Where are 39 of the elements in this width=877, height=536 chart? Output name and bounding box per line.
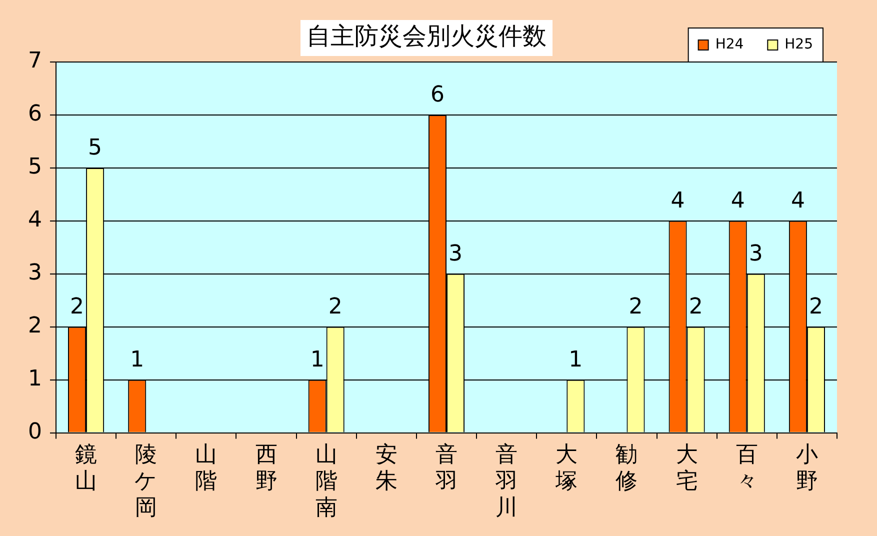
x-tick-label: 大宅 xyxy=(676,442,698,494)
y-tick-label: 7 xyxy=(28,48,42,74)
x-tick-label: 音羽川 xyxy=(494,442,518,521)
data-label: 4 xyxy=(790,188,805,214)
data-label: 4 xyxy=(730,188,745,214)
data-label: 4 xyxy=(670,188,685,214)
y-tick-label: 3 xyxy=(28,260,42,286)
x-tick-label: 鏡山 xyxy=(75,442,98,494)
x-tick-label: 山階南 xyxy=(315,442,338,521)
data-label: 5 xyxy=(88,136,102,161)
data-label: 6 xyxy=(430,82,444,108)
data-label: 2 xyxy=(808,294,823,320)
x-tick-label: 陵ケ岡 xyxy=(134,442,158,521)
y-tick-label: 4 xyxy=(28,208,42,233)
x-tick-label: 勧修 xyxy=(616,442,638,494)
y-tick-label: 2 xyxy=(28,314,42,339)
data-label: 2 xyxy=(328,294,342,320)
y-tick-label: 6 xyxy=(28,102,42,127)
x-tick-label: 小野 xyxy=(796,442,818,494)
data-label: 2 xyxy=(628,294,643,320)
y-tick-label: 5 xyxy=(28,154,42,180)
legend-label: H25 xyxy=(784,36,813,53)
x-tick-label: 安朱 xyxy=(375,442,398,494)
y-tick-label: 0 xyxy=(28,420,42,445)
data-label: 2 xyxy=(70,294,84,320)
x-tick-label: 音羽 xyxy=(434,442,458,494)
data-label: 1 xyxy=(310,348,324,373)
x-tick-label: 山階 xyxy=(195,442,218,494)
data-label: 1 xyxy=(568,348,583,373)
y-tick-label: 1 xyxy=(28,366,42,392)
data-label: 2 xyxy=(688,294,703,320)
x-tick-label: 百々 xyxy=(736,442,758,494)
legend-label: H24 xyxy=(715,36,744,53)
data-label: 3 xyxy=(748,242,763,267)
chart-title: 自主防災会別火災件数 xyxy=(306,22,546,50)
x-tick-label: 西野 xyxy=(255,442,278,494)
x-tick-label: 大塚 xyxy=(554,442,578,494)
data-label: 1 xyxy=(130,348,144,373)
data-label: 3 xyxy=(448,242,463,267)
